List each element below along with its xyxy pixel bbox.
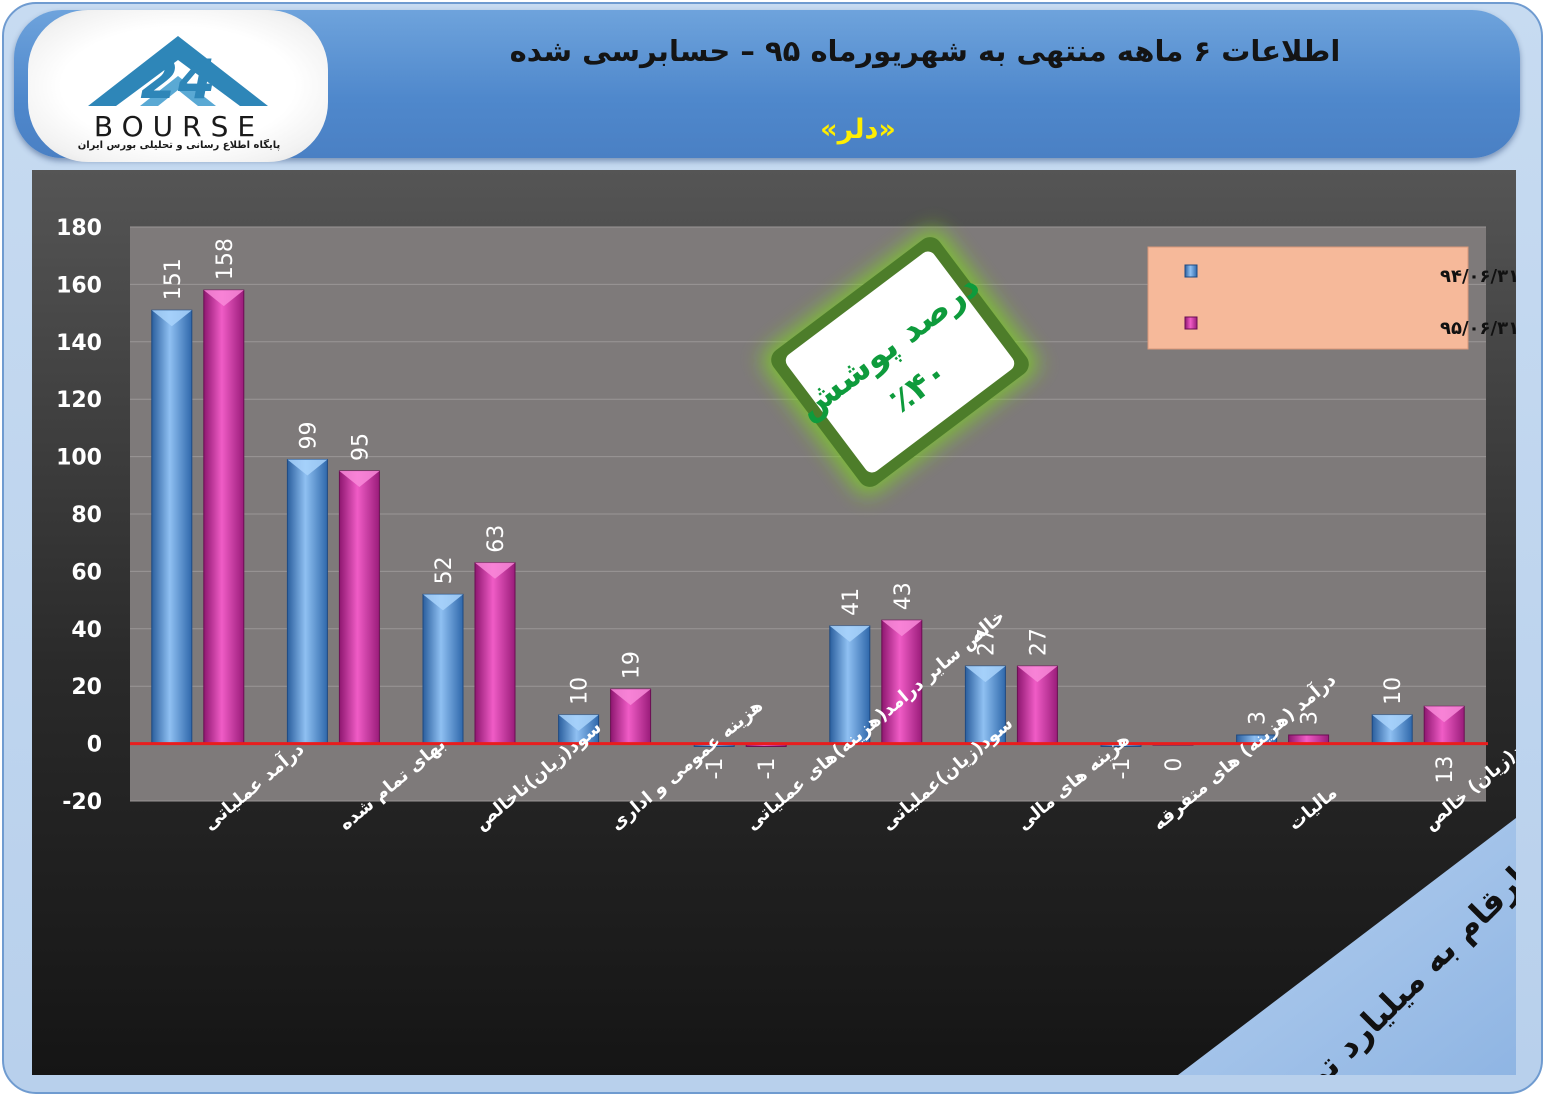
svg-text:24: 24	[140, 48, 215, 111]
bar-cap-series-1	[151, 310, 192, 327]
bar-series-2	[338, 470, 380, 745]
data-label-series-1: 27	[974, 628, 999, 656]
data-label-series-2: 13	[1433, 756, 1458, 784]
bar-cap-series-2	[1017, 666, 1058, 683]
bar-series-2	[203, 289, 245, 745]
legend-swatch-series-2	[1184, 316, 1198, 330]
y-tick-label: 180	[56, 216, 102, 241]
data-label-series-1: 41	[839, 588, 864, 616]
bar-series-1	[151, 309, 193, 745]
data-label-series-1: 10	[1381, 677, 1406, 705]
bar-series-2	[881, 619, 923, 745]
data-label-series-1: -1	[1110, 758, 1135, 780]
bar-series-1	[286, 458, 328, 745]
bar-cap-series-1	[829, 625, 870, 642]
y-tick-label: 80	[71, 503, 102, 528]
bar-series-2	[474, 562, 516, 745]
legend: ۶ ماهه منتهی به ۹۴/۰۶/۳۱ ۶ ماهه منتهی به…	[1147, 246, 1547, 350]
logo: 24 BOURSE پایگاه اطلاع رسانی و تحلیلی بو…	[28, 10, 328, 162]
data-label-series-2: 158	[213, 238, 238, 280]
bar-cap-series-2	[203, 290, 244, 307]
bar-cap-series-1	[1372, 714, 1413, 731]
data-label-series-2: 95	[348, 433, 373, 461]
data-label-series-1: 151	[161, 258, 186, 300]
bar-cap-series-1	[287, 459, 328, 476]
coverage-badge: درصد پوشش ٪۴۰	[761, 228, 1039, 496]
bar-cap-series-1	[558, 714, 599, 731]
data-label-series-2: 19	[620, 651, 645, 679]
legend-box	[1147, 246, 1469, 350]
data-label-series-1: -1	[703, 758, 728, 780]
data-label-series-2: 0	[1162, 758, 1187, 772]
bar-cap-series-2	[339, 470, 380, 487]
data-label-series-1: 3	[1246, 711, 1271, 725]
bar-cap-series-2	[881, 620, 922, 637]
bar-cap-series-2	[610, 689, 651, 706]
y-tick-label: 40	[71, 618, 102, 643]
logo-mark-icon: 24	[88, 36, 268, 111]
y-tick-label: 140	[56, 331, 102, 356]
bar-cap-series-1	[423, 594, 463, 611]
y-tick-label: 100	[56, 446, 102, 471]
chart-area: -20 0 20 40 60 80 100 120 140 160 180 151 158 99 95 52…	[32, 170, 1547, 1110]
data-label-series-2: 63	[484, 525, 509, 553]
y-tick-label: 20	[71, 675, 102, 700]
bar-cap-series-1	[965, 666, 1006, 683]
data-label-series-2: 3	[1298, 711, 1323, 725]
bar-series-1	[422, 593, 464, 745]
legend-entry-series-1: ۶ ماهه منتهی به ۹۴/۰۶/۳۱	[1440, 266, 1516, 287]
logo-caption: پایگاه اطلاع رسانی و تحلیلی بورس ایران	[77, 140, 281, 151]
page-subtitle: «دلر»	[820, 114, 896, 145]
data-label-series-1: 99	[296, 421, 321, 449]
data-label-series-2: -1	[755, 758, 780, 780]
y-tick-label: 120	[56, 388, 102, 413]
data-label-series-2: 43	[891, 582, 916, 610]
legend-swatch-series-1	[1184, 264, 1198, 278]
legend-entry-series-2: ۶ ماهه منتهی به ۹۵/۰۶/۳۱	[1440, 318, 1516, 339]
data-label-series-2: 27	[1026, 628, 1051, 656]
y-tick-label: -20	[62, 790, 102, 815]
y-tick-label: 60	[71, 560, 102, 585]
page-title: اطلاعات ۶ ماهه منتهی به شهریورماه ۹۵ – ح…	[509, 34, 1341, 68]
bar-cap-series-2	[1424, 706, 1465, 723]
bar-cap-series-2	[475, 562, 515, 579]
bar-series-1	[829, 625, 871, 745]
data-label-series-1: 52	[432, 556, 457, 584]
y-tick-label: 0	[87, 733, 102, 758]
data-label-series-1: 10	[568, 677, 593, 705]
y-tick-label: 160	[56, 273, 102, 298]
logo-brand: BOURSE	[93, 110, 265, 143]
